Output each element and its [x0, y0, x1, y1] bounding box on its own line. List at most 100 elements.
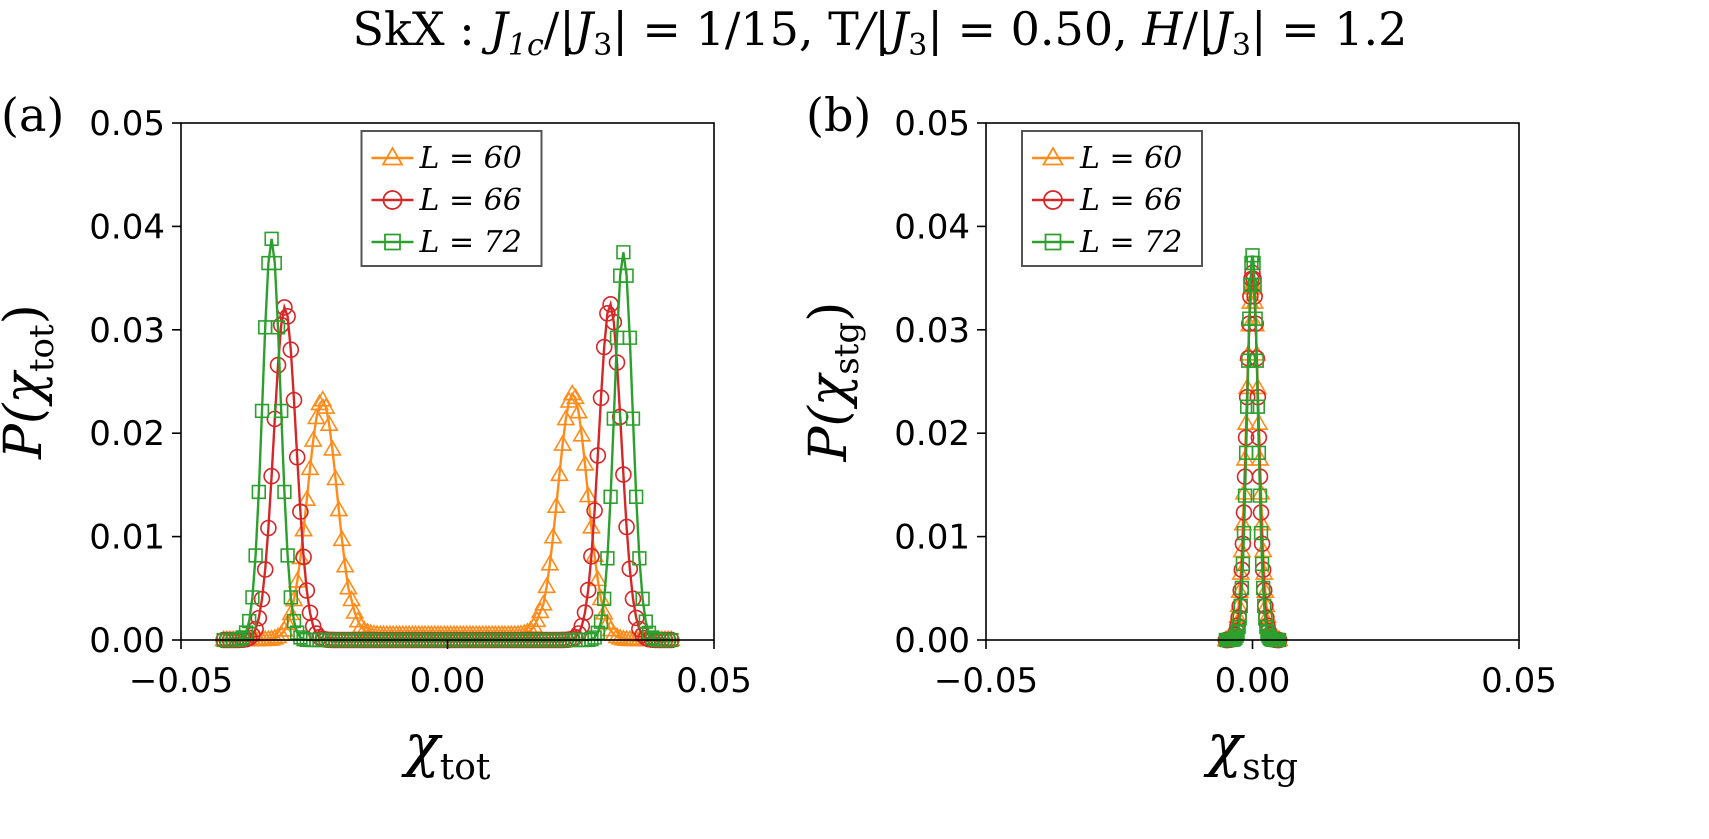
panel-b: 0.000.010.020.030.040.05−0.05 0.00 0.05χst… [799, 88, 1557, 788]
y-tick-label: 0.02 [894, 414, 970, 454]
y-label-sub: tot [22, 324, 62, 372]
legend-marker [381, 146, 404, 166]
data-point [621, 560, 639, 578]
data-point [295, 548, 312, 566]
data-point [260, 519, 277, 537]
data-point [319, 414, 339, 431]
y-tick-label: 0.05 [894, 104, 970, 144]
data-point [1237, 488, 1253, 503]
data-point [292, 503, 309, 520]
data-point [597, 591, 612, 606]
data-point [1233, 598, 1248, 613]
data-point [1229, 628, 1244, 643]
data-point [282, 341, 300, 359]
data-point [579, 581, 597, 599]
data-point [629, 489, 644, 505]
data-point [589, 447, 607, 464]
data-point [578, 485, 598, 503]
title-part: /| [544, 2, 575, 56]
legend-marker [382, 190, 403, 210]
data-point [1227, 631, 1242, 646]
data-point [600, 551, 615, 566]
legend-box [1021, 130, 1203, 267]
data-point [286, 613, 302, 629]
data-point [583, 547, 600, 565]
y-tick-label: 0.04 [89, 207, 165, 247]
legend-label: L = 66 [419, 183, 522, 218]
data-point [1248, 311, 1263, 326]
data-point [250, 609, 268, 627]
data-point [1247, 277, 1262, 293]
data-point [1230, 625, 1245, 640]
legend-label: L = 66 [1079, 183, 1182, 218]
data-point [599, 305, 616, 322]
data-point [242, 613, 257, 629]
data-point [256, 561, 274, 578]
y-tick-label: 0.01 [894, 518, 970, 558]
title-part: 3 [593, 28, 612, 63]
data-point [281, 603, 301, 621]
panel-a: 0.000.010.020.030.040.05−0.05 0.00 0.05χto… [0, 88, 752, 788]
data-point [285, 391, 303, 409]
y-label-main: (χ [799, 371, 859, 426]
data-point [527, 610, 547, 628]
legend-marker [1044, 233, 1062, 251]
title-part: | = 1/15, [612, 2, 828, 56]
data-point [265, 628, 285, 645]
title-part: T [828, 2, 859, 56]
title-part: SkX : [353, 2, 490, 56]
y-label-tail: ) [799, 302, 859, 322]
data-point [274, 403, 289, 419]
x-tick-label: 0.05 [1481, 661, 1557, 701]
data-point [537, 576, 557, 594]
y-tick-label: 0.01 [89, 518, 165, 558]
data-point [253, 590, 271, 608]
data-point [627, 609, 645, 627]
x-tick-label: −0.05 [129, 661, 233, 701]
title-part: | = 0.50, [927, 2, 1142, 56]
panel-label: (b) [806, 88, 871, 142]
series-L66 [215, 296, 680, 649]
data-point [562, 383, 582, 401]
data-point [572, 425, 592, 442]
data-point [575, 454, 595, 471]
data-point [1236, 525, 1252, 541]
title-part: 3 [1232, 28, 1251, 63]
data-point [1250, 399, 1265, 414]
x-tick-label: 0.00 [410, 661, 486, 701]
data-point [594, 603, 614, 620]
series-line [223, 238, 672, 642]
data-point [603, 489, 618, 505]
panel-label: (a) [1, 88, 64, 142]
title-part: | = 1.2 [1251, 2, 1407, 56]
x-tick-label: −0.05 [934, 661, 1038, 701]
data-point [277, 484, 292, 500]
y-tick-label: 0.03 [894, 311, 970, 351]
data-point [581, 517, 601, 534]
data-point [297, 489, 317, 507]
data-point [1258, 611, 1273, 626]
legend-label: L = 72 [1079, 225, 1182, 260]
data-point [306, 407, 326, 425]
y-axis-label: P(χtot) [0, 304, 62, 460]
x-label-sub: tot [440, 747, 491, 788]
data-point [342, 589, 362, 607]
data-point [553, 434, 573, 451]
title-part: 3 [908, 28, 927, 63]
data-point [248, 548, 263, 563]
series-L72 [1218, 248, 1287, 648]
data-point [635, 591, 650, 606]
data-point [316, 397, 336, 414]
data-point [1231, 619, 1246, 635]
data-point [576, 604, 594, 621]
series-L72 [216, 231, 679, 648]
x-axis-label: χstg [1203, 711, 1298, 788]
data-point [569, 402, 589, 419]
data-point [619, 268, 634, 283]
data-point [1261, 628, 1276, 643]
data-point [263, 467, 280, 485]
figure-title: SkX : J1c/|J3| = 1/15, T/|J3| = 0.50, H/… [353, 2, 1408, 63]
data-point [294, 520, 314, 537]
data-point [338, 578, 358, 595]
